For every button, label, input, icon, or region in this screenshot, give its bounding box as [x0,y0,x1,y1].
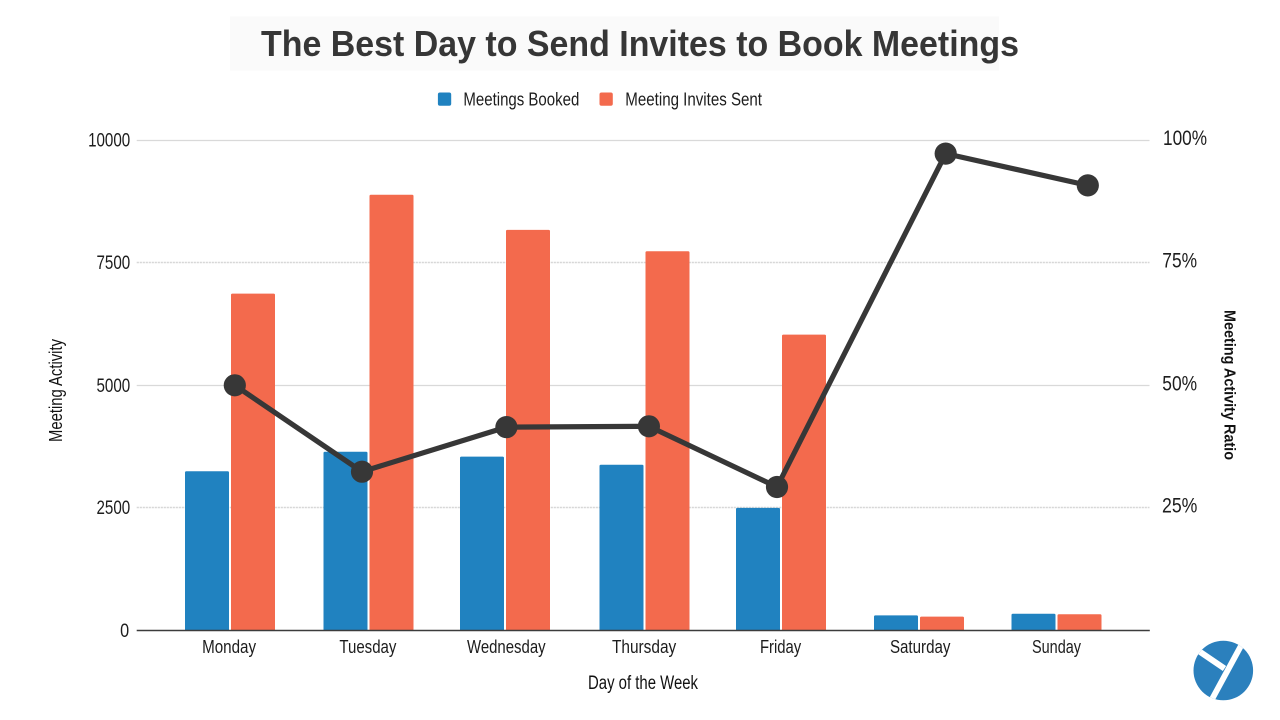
svg-text:50%: 50% [1162,373,1197,396]
svg-text:0: 0 [120,621,129,642]
svg-text:Thursday: Thursday [612,636,677,657]
svg-text:Sunday: Sunday [1032,636,1082,657]
svg-text:Meeting Activity: Meeting Activity [46,339,66,442]
svg-text:Saturday: Saturday [890,636,951,657]
svg-text:100%: 100% [1163,127,1207,150]
svg-text:Friday: Friday [760,636,802,657]
svg-text:Wednesday: Wednesday [467,636,546,657]
svg-text:The Best Day to Send Invites t: The Best Day to Send Invites to Book Mee… [261,23,1019,64]
svg-text:Meeting Invites Sent: Meeting Invites Sent [625,90,762,110]
svg-text:75%: 75% [1162,250,1197,273]
svg-text:7500: 7500 [97,253,131,274]
svg-text:Day of the Week: Day of the Week [588,673,698,694]
svg-text:Meetings Booked: Meetings Booked [463,90,579,110]
svg-text:Tuesday: Tuesday [339,636,397,657]
svg-text:Monday: Monday [202,636,257,657]
svg-text:5000: 5000 [97,376,131,397]
svg-text:Meeting Activity Ratio: Meeting Activity Ratio [1220,310,1237,460]
svg-text:2500: 2500 [97,498,131,519]
svg-text:25%: 25% [1162,495,1197,518]
svg-text:10000: 10000 [88,131,130,152]
